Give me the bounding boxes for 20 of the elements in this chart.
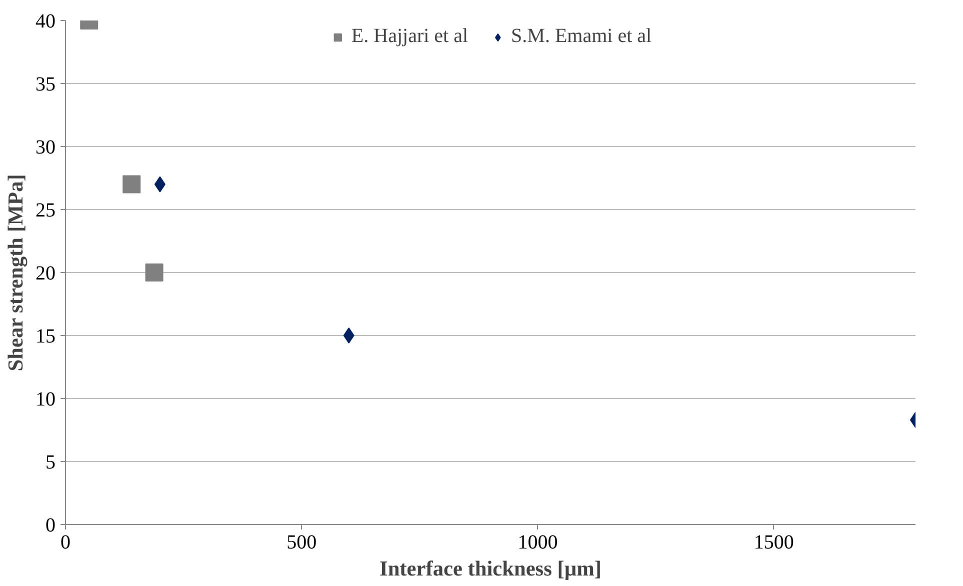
point (145, 264, 164, 282)
legend-label: E. Hajjari et al (351, 25, 468, 48)
y-tick-label: 30 (36, 136, 56, 158)
point (122, 175, 141, 194)
y-tick-label: 15 (36, 326, 56, 348)
x-tick-label: 500 (286, 532, 317, 554)
x-axis-title: Interface thickness [µm] (380, 556, 602, 580)
legend-label: S.M. Emami et al (511, 25, 652, 48)
y-tick-label: 20 (36, 262, 56, 284)
y-tick-label: 0 (46, 514, 56, 536)
y-axis-title: Shear strength [MPa] (4, 174, 28, 372)
y-tick-label: 35 (36, 74, 56, 96)
y-tick-label: 10 (36, 388, 56, 410)
x-tick-label: 1500 (754, 532, 794, 554)
point (343, 328, 354, 344)
x-tick-label: 0 (60, 532, 70, 554)
y-tick-label: 5 (46, 452, 56, 474)
y-tick-label: 40 (36, 10, 56, 32)
y-tick-label: 25 (36, 200, 56, 222)
x-tick-label: 1000 (518, 532, 558, 554)
